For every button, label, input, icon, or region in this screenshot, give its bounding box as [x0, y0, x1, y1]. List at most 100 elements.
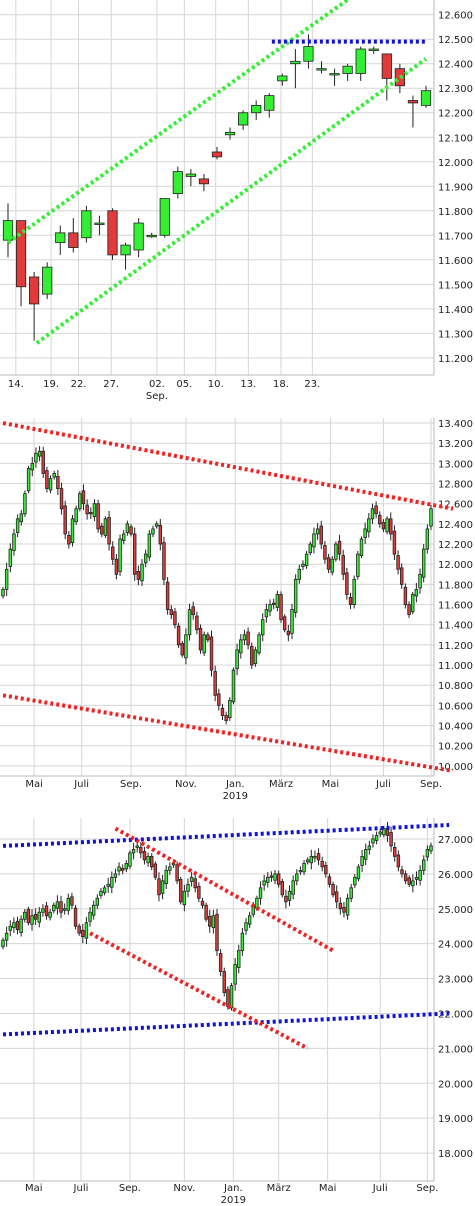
candle — [55, 895, 60, 915]
candle-body-up — [124, 862, 129, 870]
candle-body-up — [26, 468, 31, 492]
candle-body-up — [88, 911, 92, 922]
y-tick-label: 13.200 — [438, 439, 473, 450]
candle-body-down — [114, 558, 119, 575]
candle-body-down — [45, 470, 49, 489]
candle — [129, 524, 133, 537]
candle — [316, 61, 327, 74]
y-tick-label: 13.000 — [438, 459, 473, 470]
candle — [176, 622, 181, 649]
candle — [67, 530, 71, 549]
candle-body-down — [180, 643, 184, 656]
candle-body-down — [345, 572, 349, 595]
candle — [146, 852, 150, 867]
candle-body-down — [136, 571, 141, 580]
candle — [400, 865, 404, 878]
y-tick-label: 10.600 — [438, 701, 473, 712]
candle — [19, 915, 23, 937]
candle — [103, 516, 108, 538]
candle — [291, 875, 295, 900]
candle-body-down — [173, 611, 177, 626]
candle — [30, 909, 34, 931]
candle-body-up — [84, 922, 89, 939]
candle-body-up — [189, 876, 194, 882]
y-tick-label: 12.600 — [438, 11, 473, 22]
candle-body-down — [169, 609, 173, 616]
candle — [100, 522, 104, 538]
candle — [73, 904, 78, 930]
candle — [348, 592, 353, 610]
candle — [338, 897, 343, 915]
candle — [23, 908, 27, 923]
x-tick-label: Sep. — [416, 1183, 438, 1194]
x-tick-label: Jan. — [223, 1183, 243, 1194]
candle — [92, 499, 97, 522]
candle — [295, 869, 299, 886]
candle-body-up — [146, 234, 157, 238]
trend-line — [89, 931, 309, 1051]
candle-body-up — [368, 48, 379, 51]
candle — [33, 908, 38, 926]
candle-body-up — [301, 563, 305, 567]
candle — [70, 514, 75, 547]
candle — [63, 500, 67, 540]
candle — [218, 948, 223, 977]
y-tick-label: 12.300 — [438, 84, 473, 95]
candle-body-up — [425, 528, 430, 550]
candle-body-up — [258, 887, 263, 899]
x-tick-label: Juli — [372, 1183, 388, 1194]
candle-body-down — [246, 631, 250, 646]
candle-body-down — [59, 488, 64, 510]
candle-body-up — [330, 558, 334, 573]
candle — [37, 907, 41, 928]
candle — [125, 520, 130, 536]
candle — [324, 861, 328, 878]
y-tick-label: 12.600 — [438, 500, 473, 511]
candle-body-up — [233, 964, 237, 985]
candle — [337, 534, 342, 561]
candle-body-up — [411, 880, 415, 887]
candle — [264, 603, 269, 623]
candle — [298, 866, 303, 875]
candle — [168, 862, 172, 875]
candle-body-up — [151, 528, 155, 535]
candle — [95, 894, 100, 910]
candle-body-down — [107, 210, 118, 256]
candle — [195, 611, 199, 635]
candle-body-up — [410, 594, 415, 613]
candle — [189, 872, 194, 887]
candle-body-down — [220, 707, 225, 716]
candle — [154, 521, 159, 529]
candle-body-down — [284, 895, 288, 903]
x-sub-label: Sep. — [146, 391, 168, 402]
candle — [52, 902, 56, 914]
candle-body-up — [34, 452, 38, 463]
candle-body-up — [224, 131, 236, 136]
candle — [224, 711, 228, 725]
candle-body-up — [235, 649, 239, 670]
y-tick-label: 11.300 — [438, 329, 473, 340]
candle-body-up — [422, 859, 426, 871]
y-tick-label: 19.000 — [438, 1114, 473, 1125]
candle-body-down — [218, 953, 223, 972]
candle-body-up — [238, 112, 249, 126]
candle — [349, 883, 353, 903]
candle-body-down — [197, 885, 201, 899]
candle — [411, 874, 415, 893]
candle-body-down — [142, 851, 147, 861]
candle-body-up — [297, 568, 302, 580]
candle-body-up — [117, 866, 121, 872]
candle-body-up — [186, 883, 190, 892]
candle-body-down — [276, 873, 281, 885]
candle — [84, 916, 89, 945]
candle-body-down — [56, 475, 60, 489]
candle — [251, 100, 262, 121]
candle-body-up — [211, 915, 216, 929]
candle — [364, 843, 368, 866]
candle-body-up — [23, 493, 27, 515]
candle-body-up — [37, 911, 41, 923]
candle — [153, 861, 158, 880]
candle-body-up — [12, 533, 16, 551]
x-tick-label: Mai — [319, 1183, 337, 1194]
chart-panel-one-year: 10.000 10.200 10.400 10.600 10.800 11.000 11.2… — [0, 418, 473, 802]
